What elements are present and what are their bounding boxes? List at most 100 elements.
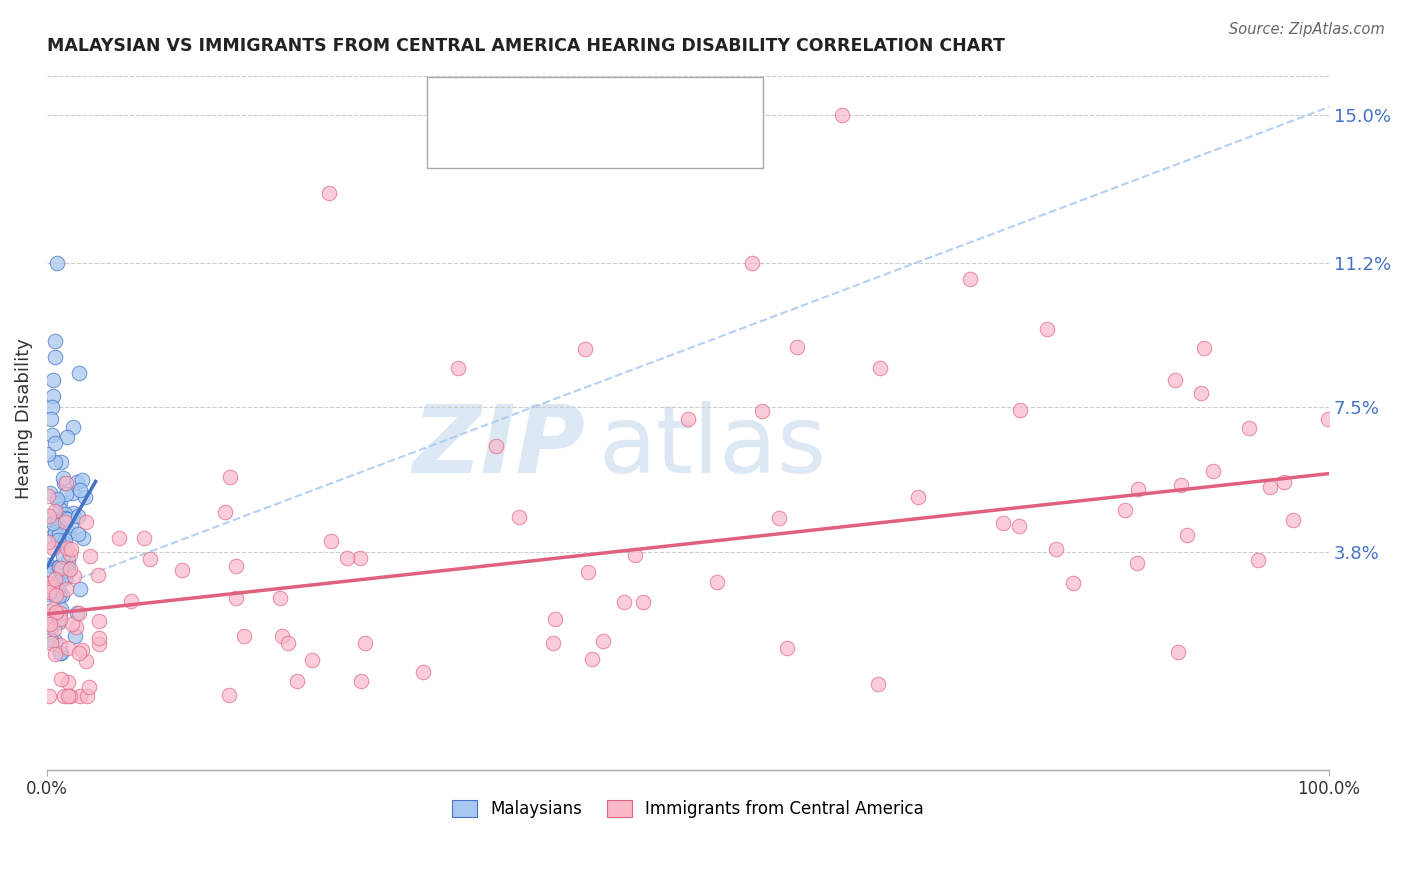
Point [37, 531, 59, 545]
Text: Source: ZipAtlas.com: Source: ZipAtlas.com [1229, 22, 1385, 37]
Point [55, 475, 77, 490]
Point [52, 689, 75, 703]
Point [49, 502, 72, 516]
Point [38, 577, 60, 591]
Point [45, 588, 67, 602]
Point [120, 593, 142, 607]
Point [66, 475, 89, 489]
Point [271, 630, 294, 644]
Point [37, 534, 59, 549]
Point [69, 582, 91, 597]
Point [49, 562, 72, 576]
Point [768, 510, 790, 524]
Point [868, 677, 890, 691]
Point [42, 373, 65, 387]
Point [1164, 373, 1187, 387]
Point [624, 549, 647, 563]
Point [52, 476, 75, 491]
Point [38, 508, 60, 523]
Point [48, 495, 70, 509]
Point [56, 565, 79, 579]
Point [1010, 402, 1032, 417]
Point [42, 602, 65, 616]
Point [52, 535, 75, 549]
Text: MALAYSIAN VS IMMIGRANTS FROM CENTRAL AMERICA HEARING DISABILITY CORRELATION CHAR: MALAYSIAN VS IMMIGRANTS FROM CENTRAL AME… [46, 37, 1005, 55]
Point [232, 629, 254, 643]
Point [485, 439, 508, 453]
Point [53, 515, 76, 529]
Point [56, 640, 79, 655]
Point [49, 646, 72, 660]
Point [277, 636, 299, 650]
Point [51, 646, 73, 660]
Point [39, 604, 62, 618]
Point [214, 505, 236, 519]
Point [39, 584, 62, 599]
Point [613, 595, 636, 609]
Y-axis label: Hearing Disability: Hearing Disability [15, 339, 32, 500]
Point [581, 652, 603, 666]
Point [41, 401, 63, 415]
Point [39, 636, 62, 650]
Point [55, 487, 77, 501]
Point [53, 507, 76, 521]
Point [48, 526, 70, 541]
Point [412, 665, 434, 680]
Point [1170, 477, 1192, 491]
Point [225, 558, 247, 573]
Point [41, 580, 63, 594]
Point [46, 583, 69, 598]
Point [48, 612, 70, 626]
Point [67, 606, 90, 620]
Point [1167, 644, 1189, 658]
Point [1281, 513, 1303, 527]
Point [39, 412, 62, 426]
Point [676, 412, 699, 426]
Point [79, 549, 101, 563]
Point [44, 634, 66, 648]
Point [1239, 421, 1261, 435]
Point [349, 551, 371, 566]
Point [48, 639, 70, 653]
Point [66, 607, 89, 621]
Point [59, 518, 82, 533]
Point [336, 551, 359, 566]
Point [52, 471, 75, 485]
Text: ZIP: ZIP [412, 401, 585, 493]
Point [59, 562, 82, 576]
Point [87, 614, 110, 628]
Point [1317, 412, 1340, 426]
Point [67, 366, 90, 380]
Point [44, 334, 66, 348]
Point [219, 470, 242, 484]
Point [37, 587, 59, 601]
Point [1202, 464, 1225, 478]
Point [751, 403, 773, 417]
Point [56, 429, 79, 443]
Point [44, 503, 66, 517]
Point [831, 108, 853, 122]
Point [1125, 556, 1147, 570]
Point [37, 608, 59, 623]
Point [1274, 475, 1296, 490]
Point [574, 342, 596, 356]
Point [631, 595, 654, 609]
Point [48, 589, 70, 603]
Point [44, 455, 66, 469]
Point [39, 575, 62, 590]
Point [218, 688, 240, 702]
Point [786, 340, 808, 354]
Point [63, 629, 86, 643]
Point [53, 571, 76, 585]
Point [37, 558, 59, 572]
Point [44, 572, 66, 586]
Point [134, 531, 156, 545]
Point [58, 560, 80, 574]
Point [62, 419, 84, 434]
Point [87, 631, 110, 645]
Point [87, 568, 110, 582]
Point [869, 361, 891, 376]
Point [1192, 341, 1215, 355]
Point [907, 490, 929, 504]
Point [52, 549, 75, 563]
